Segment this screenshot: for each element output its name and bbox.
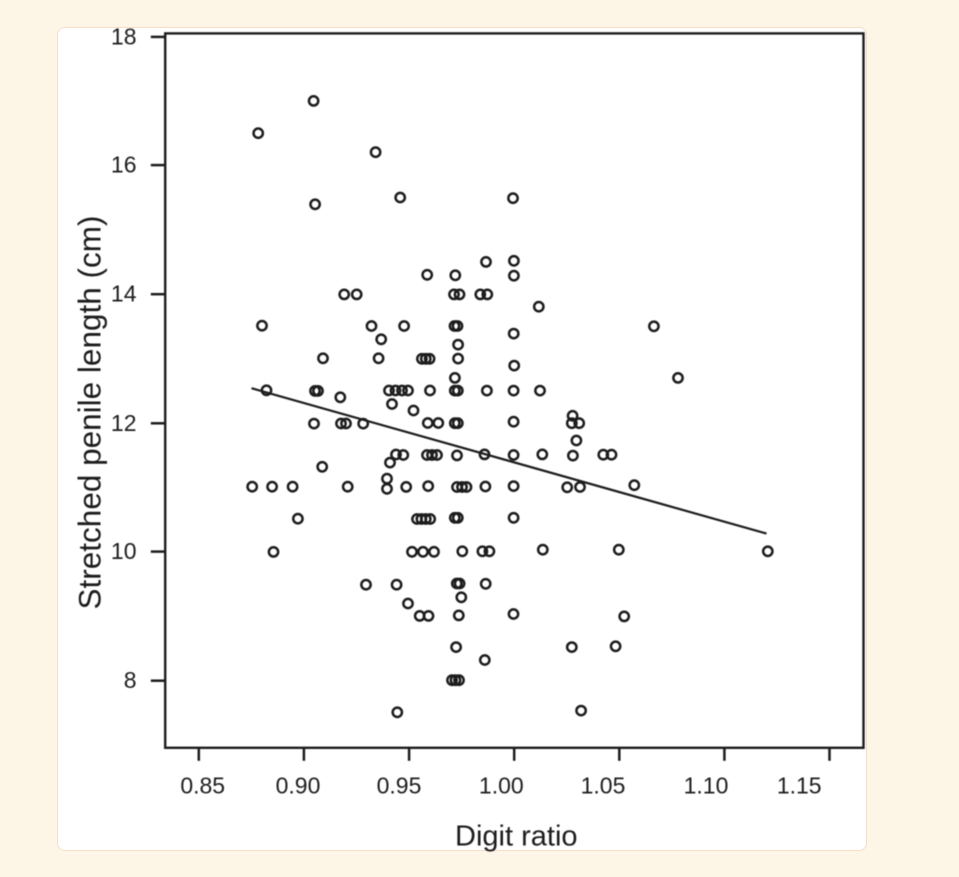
svg-text:1.00: 1.00 — [479, 773, 524, 799]
svg-text:8: 8 — [124, 667, 137, 693]
svg-text:10: 10 — [111, 538, 137, 564]
svg-text:1.15: 1.15 — [777, 773, 822, 799]
svg-text:1.05: 1.05 — [581, 773, 626, 799]
svg-text:0.90: 0.90 — [276, 773, 321, 799]
svg-text:Stretched penile length (cm): Stretched penile length (cm) — [72, 216, 108, 610]
svg-text:12: 12 — [111, 410, 137, 436]
svg-text:0.85: 0.85 — [180, 773, 225, 799]
svg-text:18: 18 — [111, 23, 137, 49]
svg-text:1.10: 1.10 — [684, 773, 729, 799]
svg-text:16: 16 — [111, 152, 137, 178]
svg-text:0.95: 0.95 — [377, 773, 422, 799]
svg-text:14: 14 — [111, 281, 137, 307]
svg-text:Digit ratio: Digit ratio — [455, 821, 578, 853]
